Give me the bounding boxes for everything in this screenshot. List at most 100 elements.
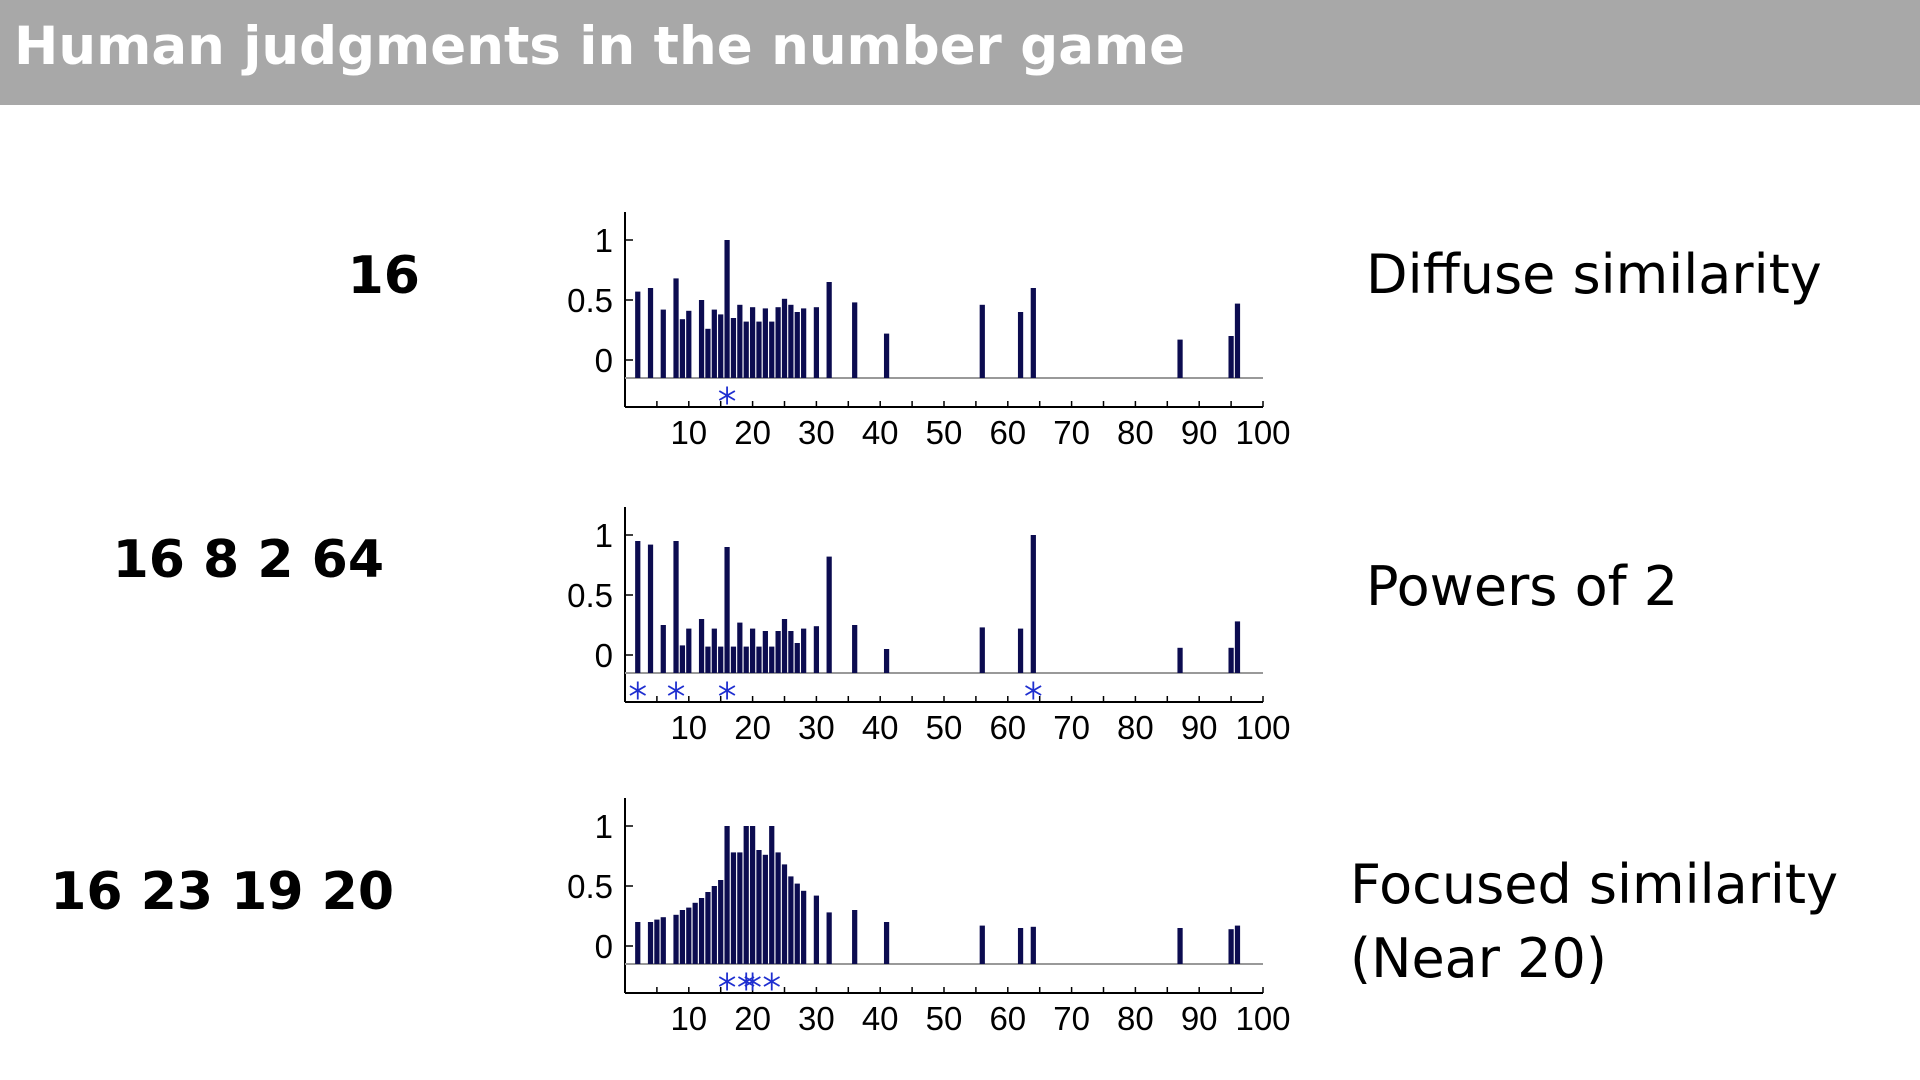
title-bar: Human judgments in the number game <box>0 0 1920 105</box>
bar <box>647 288 654 378</box>
bar <box>1030 926 1036 964</box>
bar <box>730 646 737 673</box>
bar <box>737 852 743 964</box>
bar <box>1234 621 1241 673</box>
bar <box>743 321 749 378</box>
bar <box>781 864 788 964</box>
bar <box>718 314 724 378</box>
row-description-line: Powers of 2 <box>1366 555 1679 618</box>
example-marker <box>718 386 736 405</box>
bar <box>724 547 730 673</box>
bar <box>756 646 762 673</box>
bar <box>883 922 890 964</box>
bar <box>756 850 762 964</box>
y-tick-label: 0 <box>595 342 613 379</box>
bar <box>679 910 686 964</box>
bar <box>788 631 794 673</box>
bar <box>635 922 641 964</box>
y-tick-label: 1 <box>595 517 613 554</box>
bar <box>769 646 775 673</box>
x-tick-label: 10 <box>670 709 707 746</box>
bar <box>705 892 711 964</box>
x-tick-label: 60 <box>989 414 1026 451</box>
bar <box>1017 312 1024 378</box>
bar <box>813 895 820 964</box>
bar <box>737 304 743 378</box>
y-tick-label: 0.5 <box>567 868 613 905</box>
x-tick-label: 70 <box>1053 414 1090 451</box>
bar <box>762 854 768 964</box>
bar <box>1177 928 1183 964</box>
bar <box>705 328 711 378</box>
example-marker <box>718 681 736 700</box>
example-marker <box>763 972 780 991</box>
bar <box>979 304 985 378</box>
bar <box>756 321 762 378</box>
bar <box>686 310 692 378</box>
bar <box>743 646 749 673</box>
bar <box>883 333 890 378</box>
row-description-1: Diffuse similarity <box>1366 238 1822 312</box>
row-label-1: 16 <box>347 246 420 306</box>
bar <box>1177 647 1183 673</box>
bar <box>647 922 654 964</box>
bar <box>801 890 807 964</box>
x-tick-label: 40 <box>862 414 899 451</box>
bar <box>724 826 730 964</box>
bar <box>979 627 985 673</box>
bar <box>775 307 781 378</box>
bar <box>679 319 686 378</box>
bar <box>794 883 800 964</box>
bar <box>660 625 666 673</box>
y-tick-label: 1 <box>595 222 613 259</box>
example-marker <box>629 681 647 700</box>
example-marker <box>718 972 736 991</box>
y-tick-label: 1 <box>595 808 613 845</box>
x-tick-label: 20 <box>734 1000 771 1037</box>
bar <box>1017 628 1024 673</box>
bar <box>762 308 768 378</box>
example-marker <box>737 972 755 991</box>
bar <box>673 914 679 964</box>
bar <box>1228 929 1234 964</box>
x-tick-label: 30 <box>798 1000 835 1037</box>
bar <box>781 619 788 673</box>
row-description-line: Diffuse similarity <box>1366 243 1822 306</box>
bar <box>730 318 737 378</box>
x-tick-label: 20 <box>734 414 771 451</box>
bar <box>826 912 832 964</box>
bar <box>698 898 705 964</box>
example-marker <box>744 972 761 991</box>
bar <box>698 300 705 378</box>
row-label-3: 16 23 19 20 <box>50 862 394 922</box>
bar <box>1234 925 1241 964</box>
bar <box>813 307 820 378</box>
bar <box>635 291 641 378</box>
x-tick-label: 100 <box>1235 709 1290 746</box>
bar <box>686 628 692 673</box>
bar <box>852 910 858 964</box>
bar <box>775 852 781 964</box>
x-tick-label: 10 <box>670 414 707 451</box>
bar <box>679 645 686 673</box>
bar <box>660 309 666 378</box>
bar <box>813 626 820 673</box>
x-tick-label: 100 <box>1235 414 1290 451</box>
bar <box>769 826 775 964</box>
bar <box>852 302 858 378</box>
bar <box>724 240 730 378</box>
row-description-3: Focused similarity (Near 20) <box>1350 848 1838 996</box>
bar-chart-3: 10 20 30 40 50 60 70 80 90 100 0 0.5 1 <box>567 798 1291 1037</box>
bar <box>1177 339 1183 378</box>
bar <box>1228 647 1234 673</box>
bar <box>737 622 743 673</box>
bar <box>769 321 775 378</box>
bar <box>635 541 641 673</box>
x-tick-label: 40 <box>862 709 899 746</box>
bar <box>673 278 679 378</box>
y-tick-label: 0.5 <box>567 282 613 319</box>
bar <box>711 628 717 673</box>
x-tick-label: 90 <box>1181 709 1218 746</box>
x-tick-label: 80 <box>1117 1000 1154 1037</box>
x-tick-label: 50 <box>926 414 963 451</box>
